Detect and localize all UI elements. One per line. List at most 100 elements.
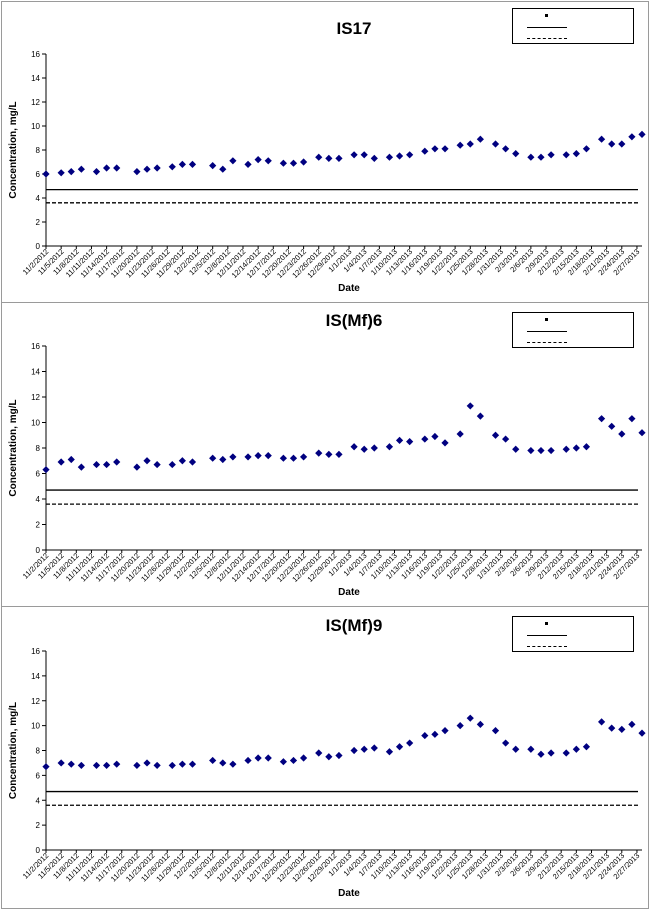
data-point xyxy=(608,422,616,430)
data-point xyxy=(335,154,343,162)
data-point xyxy=(527,446,535,455)
y-tick-label: 8 xyxy=(36,146,41,155)
y-tick-label: 8 xyxy=(36,747,41,756)
data-point xyxy=(527,153,535,161)
legend xyxy=(512,8,634,44)
data-point xyxy=(143,457,151,465)
y-tick-label: 4 xyxy=(36,495,41,504)
data-point xyxy=(456,141,464,149)
data-point xyxy=(153,761,161,770)
data-point xyxy=(628,720,636,728)
data-point xyxy=(168,460,176,469)
data-point xyxy=(92,460,101,469)
data-point xyxy=(315,449,323,457)
data-point xyxy=(502,739,510,747)
data-point xyxy=(42,466,50,474)
legend-marker-swatch xyxy=(545,318,548,321)
legend-row-marker xyxy=(513,11,633,21)
data-point xyxy=(254,754,262,762)
data-point xyxy=(476,135,484,143)
data-point xyxy=(582,145,591,153)
data-point xyxy=(153,164,161,172)
legend-row-dashed xyxy=(513,337,633,347)
data-point xyxy=(395,743,404,751)
chart-panel-1: IS17 0 2 4 6 8 10 12 14 16 Concentration, mg/L 11/2… xyxy=(2,2,648,303)
data-point xyxy=(618,725,626,733)
legend xyxy=(512,616,634,652)
data-point xyxy=(103,164,111,172)
data-point xyxy=(188,458,197,466)
data-point xyxy=(92,168,101,176)
data-point xyxy=(113,760,121,768)
y-axis-label: Concentration, mg/L xyxy=(8,399,19,496)
data-point xyxy=(209,162,217,170)
chart-panel-2: IS(Mf)6 0 2 4 6 8 10 12 14 16 Concentration, mg/L 1… xyxy=(2,304,648,607)
data-point xyxy=(168,761,176,770)
data-point xyxy=(264,157,272,165)
data-point xyxy=(421,731,429,740)
data-point xyxy=(547,446,555,455)
data-point xyxy=(370,444,378,452)
data-point xyxy=(209,756,217,765)
data-point xyxy=(421,435,429,443)
data-point xyxy=(325,450,333,458)
data-point xyxy=(67,455,75,464)
data-point xyxy=(466,140,474,148)
data-point xyxy=(350,443,358,451)
data-point xyxy=(315,749,323,757)
data-point xyxy=(325,753,333,761)
data-point xyxy=(370,154,378,162)
legend-row-dashed xyxy=(513,641,633,651)
y-tick-label: 12 xyxy=(31,393,40,402)
data-point xyxy=(229,453,237,461)
legend-marker-swatch xyxy=(545,14,548,17)
data-point xyxy=(547,749,555,757)
data-point xyxy=(77,165,85,173)
data-point xyxy=(441,439,449,447)
data-point xyxy=(406,151,414,159)
data-point xyxy=(385,443,394,451)
data-point xyxy=(537,446,545,455)
data-point xyxy=(133,761,141,770)
data-point xyxy=(572,444,580,452)
y-tick-label: 4 xyxy=(36,796,41,805)
data-point xyxy=(360,445,368,453)
data-point xyxy=(350,746,358,755)
y-tick-label: 10 xyxy=(31,122,40,131)
legend-row-solid xyxy=(513,22,633,32)
data-point xyxy=(279,454,287,462)
y-tick-label: 16 xyxy=(31,342,40,351)
y-tick-label: 12 xyxy=(31,98,40,107)
data-point xyxy=(133,168,141,176)
data-point xyxy=(572,150,580,158)
data-point xyxy=(254,452,262,460)
data-point xyxy=(178,160,186,168)
y-tick-label: 8 xyxy=(36,444,41,453)
data-point xyxy=(512,745,520,753)
data-point xyxy=(491,140,500,148)
data-point xyxy=(153,460,161,469)
data-point xyxy=(335,450,343,458)
data-point xyxy=(244,160,252,168)
data-point xyxy=(608,724,616,732)
legend-row-solid xyxy=(513,630,633,640)
legend xyxy=(512,312,634,348)
data-point xyxy=(385,748,394,756)
legend-dashed-swatch xyxy=(527,646,567,647)
data-point xyxy=(219,165,227,173)
data-point xyxy=(229,760,237,768)
data-point xyxy=(562,749,570,757)
chart-title: IS(Mf)9 xyxy=(326,616,383,635)
data-point xyxy=(512,445,520,453)
y-tick-label: 6 xyxy=(36,170,41,179)
data-point xyxy=(597,415,606,423)
data-point xyxy=(360,151,368,159)
data-point xyxy=(360,745,368,753)
data-point xyxy=(279,758,287,766)
data-point xyxy=(597,135,606,143)
data-point xyxy=(406,438,414,446)
data-point xyxy=(289,756,298,765)
x-axis-label: Date xyxy=(338,888,360,899)
